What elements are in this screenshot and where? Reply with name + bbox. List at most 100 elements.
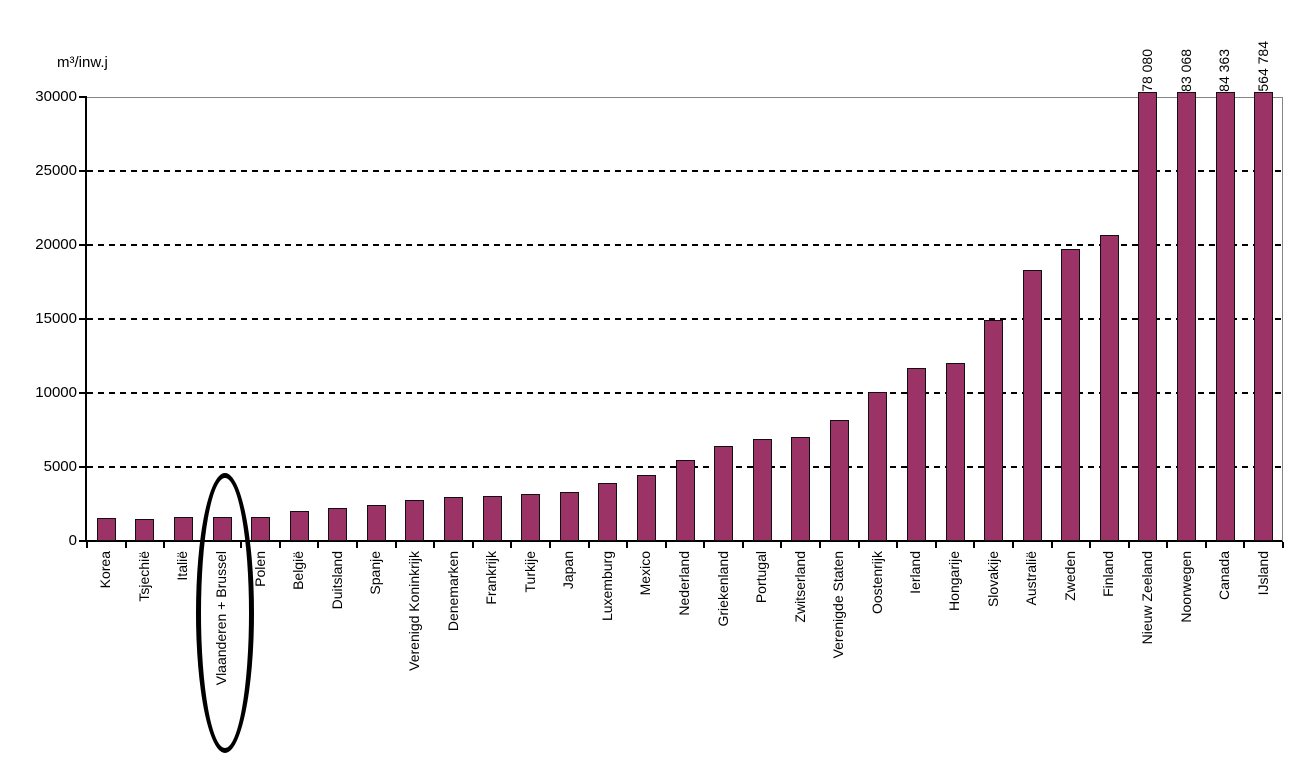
bar-polen [251,517,270,541]
x-axis-tick [896,542,898,548]
y-axis-tick [79,318,85,320]
bar-portugal [753,439,772,541]
bar-zweden [1061,249,1080,541]
bar-zwitserland [791,437,810,541]
y-tick-label: 0 [68,532,77,549]
category-label: Australië [1023,551,1039,606]
x-axis-tick [86,542,88,548]
bar-slovakije [984,320,1003,541]
y-tick-label: 5000 [43,458,77,475]
x-axis-tick [395,542,397,548]
category-label: Noorwegen [1178,551,1194,623]
category-label: Korea [97,551,113,589]
category-label: Oostenrijk [869,551,885,615]
highlight-ellipse [196,473,254,753]
category-label: Japan [560,551,576,590]
bar-nieuw-zeeland [1138,92,1157,541]
y-tick-label: 25000 [35,162,77,179]
x-axis-tick [1243,542,1245,548]
x-axis-tick [1089,542,1091,548]
plot-border-top [87,97,1283,98]
category-label: Nieuw Zeeland [1139,551,1155,645]
x-axis-tick [665,542,667,548]
plot-area [87,92,1283,541]
bar-australi- [1023,270,1042,541]
gridline [87,392,1283,394]
x-axis-tick [125,542,127,548]
x-axis-tick [703,542,705,548]
category-label: Italië [174,551,190,581]
bar-finland [1100,235,1119,541]
y-axis [85,96,87,542]
y-axis-tick [79,96,85,98]
category-label: IJsland [1255,551,1271,596]
category-label: Portugal [753,551,769,604]
y-axis-title: m³/inw.j [57,54,108,71]
bar-belgi- [290,511,309,541]
y-axis-tick [79,392,85,394]
y-tick-label: 15000 [35,310,77,327]
x-axis [85,540,1283,542]
value-label: 84 363 [1216,49,1232,92]
bar-spanje [367,505,386,541]
y-axis-tick [79,466,85,468]
x-axis-tick [1282,542,1284,548]
x-axis-tick [356,542,358,548]
gridline [87,170,1283,172]
value-label: 564 784 [1255,41,1271,92]
category-label: Finland [1100,551,1116,597]
y-axis-tick [79,540,85,542]
category-label: Slovakije [985,551,1001,608]
bar-japan [560,492,579,541]
value-label: 78 080 [1139,49,1155,92]
category-label: België [290,551,306,590]
category-label: Zweden [1062,551,1078,601]
x-axis-tick [858,542,860,548]
x-axis-tick [1012,542,1014,548]
bar-korea [97,518,116,541]
bar-ijsland [1254,92,1273,541]
category-label: Duitsland [329,551,345,610]
x-axis-tick [973,542,975,548]
category-label: Turkije [522,551,538,593]
x-axis-tick [1051,542,1053,548]
bar-mexico [637,475,656,541]
bar-canada [1216,92,1235,541]
y-tick-label: 10000 [35,384,77,401]
x-axis-tick [935,542,937,548]
x-axis-tick [1128,542,1130,548]
bar-denemarken [444,497,463,541]
category-label: Denemarken [445,551,461,632]
x-axis-tick [588,542,590,548]
category-label: Mexico [637,551,653,596]
category-label: Ierland [907,551,923,594]
bar-turkije [521,494,540,541]
y-axis-tick [79,244,85,246]
bar-hongarije [946,363,965,541]
bar-itali- [174,517,193,541]
bar-noorwegen [1177,92,1196,541]
category-label: Spanje [367,551,383,595]
plot-border-right [1282,97,1283,541]
category-label: Canada [1216,551,1232,601]
bar-ierland [907,368,926,541]
category-label: Polen [252,551,268,587]
gridline [87,318,1283,320]
bar-verenigde-staten [830,420,849,541]
category-label: Hongarije [946,551,962,611]
bar-frankrijk [483,496,502,541]
x-axis-tick [626,542,628,548]
x-axis-tick [780,542,782,548]
y-tick-label: 20000 [35,236,77,253]
y-axis-tick [79,170,85,172]
x-axis-tick [742,542,744,548]
bar-griekenland [714,446,733,541]
category-label: Luxemburg [599,551,615,622]
bar-verenigd-koninkrijk [405,500,424,541]
bar-luxemburg [598,483,617,541]
category-label: Frankrijk [483,551,499,605]
category-label: Verenigde Staten [830,551,846,659]
x-axis-tick [317,542,319,548]
x-axis-tick [1166,542,1168,548]
category-label: Nederland [676,551,692,616]
